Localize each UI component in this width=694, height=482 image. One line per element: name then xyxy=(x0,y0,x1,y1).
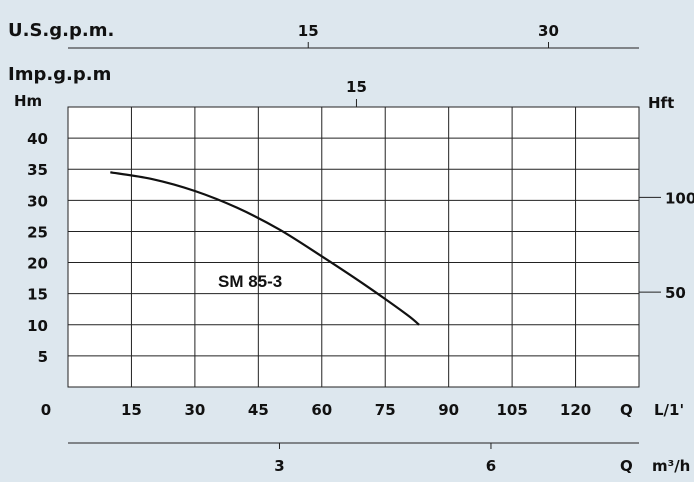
x-tick-label: 0 xyxy=(41,401,51,419)
y-axis-left-ticks: 5 10 15 20 25 30 35 40 xyxy=(27,130,48,366)
y-right-unit-label: Hft xyxy=(648,94,674,112)
m3h-tick-label: 6 xyxy=(486,457,496,475)
grid xyxy=(68,107,639,387)
y-tick-label: 10 xyxy=(27,317,48,335)
y-tick-label: 30 xyxy=(27,192,48,210)
x-tick-label: 60 xyxy=(311,401,332,419)
series-line-sm-85-3 xyxy=(110,171,420,326)
y-tick-label: 20 xyxy=(27,255,48,273)
y-right-tick-label: 100 xyxy=(665,189,694,207)
m3h-unit-label: m³/h xyxy=(652,457,690,475)
x-tick-label: 45 xyxy=(248,401,269,419)
usgpm-tick-label: 15 xyxy=(298,22,319,40)
x-unit-label: L/1' xyxy=(654,401,684,419)
m3h-tick-label: 3 xyxy=(274,457,284,475)
x-tick-label: 120 xyxy=(560,401,591,419)
y-tick-label: 25 xyxy=(27,223,48,241)
impgpm-tick-label: 15 xyxy=(346,78,367,96)
plot-area xyxy=(67,106,640,388)
x-tick-label: 15 xyxy=(121,401,142,419)
x-axis-ticks: 0 15 30 45 60 75 90 105 120 xyxy=(41,401,591,419)
y-tick-label: 35 xyxy=(27,161,48,179)
impgpm-unit-label: Imp.g.p.m xyxy=(8,64,111,85)
y-tick-label: 5 xyxy=(38,348,48,366)
y-tick-label: 40 xyxy=(27,130,48,148)
x-tick-label: 75 xyxy=(375,401,396,419)
usgpm-axis: 15 30 xyxy=(68,22,639,49)
x-tick-label: 105 xyxy=(496,401,527,419)
y-tick-label: 15 xyxy=(27,286,48,304)
x-tick-label: 90 xyxy=(438,401,459,419)
usgpm-tick-label: 30 xyxy=(538,22,559,40)
usgpm-unit-label: U.S.g.p.m. xyxy=(8,20,114,41)
y-left-unit-label: Hm xyxy=(14,92,42,110)
y-right-tick-label: 50 xyxy=(665,284,686,302)
x-tick-label: 30 xyxy=(184,401,205,419)
m3h-q-label: Q xyxy=(620,457,633,475)
series-label: SM 85-3 xyxy=(218,272,282,291)
impgpm-axis: 15 xyxy=(346,78,367,107)
y-axis-right-ticks: 50 100 xyxy=(639,189,694,302)
x-q-label: Q xyxy=(620,401,633,419)
